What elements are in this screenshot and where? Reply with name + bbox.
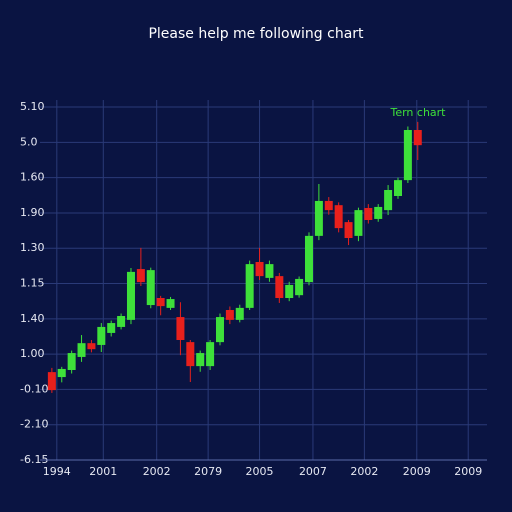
candle-body (206, 342, 215, 367)
x-tick-label: 2009 (403, 465, 431, 478)
y-tick-label: 1.90 (20, 206, 45, 219)
y-tick-label: 1.30 (20, 241, 45, 254)
candle-body (334, 205, 343, 229)
x-tick-label: 2001 (89, 465, 117, 478)
candle-body (295, 278, 304, 296)
candle-body (265, 264, 274, 278)
x-tick-label: 2002 (350, 465, 378, 478)
x-tick-label: 2005 (246, 465, 274, 478)
candle-body (47, 372, 56, 391)
y-tick-label: -0.10 (20, 382, 48, 395)
candle-body (364, 208, 373, 220)
chart-title: Please help me following chart (148, 26, 364, 42)
candle-body (176, 317, 185, 340)
y-tick-label: -6.15 (20, 453, 48, 466)
candle-body (413, 130, 422, 146)
candle-body (324, 200, 333, 211)
candle-body (215, 317, 224, 343)
candle-body (393, 180, 402, 196)
candle-body (225, 310, 234, 320)
candle-body (87, 343, 96, 350)
candle-body (245, 264, 254, 308)
candle-body (97, 326, 106, 345)
candle-body (136, 269, 145, 283)
candle-body (166, 299, 175, 308)
candle-body (57, 368, 66, 378)
candle-body (275, 276, 284, 298)
candle-body (77, 343, 86, 357)
candle-body (255, 262, 264, 277)
x-tick-label: 1994 (43, 465, 71, 478)
y-tick-label: 1.15 (20, 277, 45, 290)
annotation: Tern chart (389, 106, 446, 119)
candle-body (146, 270, 155, 306)
x-tick-label: 2007 (299, 465, 327, 478)
candle-body (314, 200, 323, 236)
candle-body (196, 353, 205, 367)
candle-body (374, 206, 383, 219)
x-tick-label: 2002 (143, 465, 171, 478)
candle-body (235, 307, 244, 320)
y-tick-label: -2.10 (20, 418, 48, 431)
candle-body (117, 316, 126, 327)
candle-body (107, 323, 116, 333)
x-tick-label: 2009 (454, 465, 482, 478)
candle-body (67, 353, 76, 370)
candle-body (384, 190, 393, 211)
y-tick-label: 1.00 (20, 347, 45, 360)
candle-body (186, 342, 195, 367)
y-tick-label: 5.0 (20, 135, 38, 148)
candle-body (304, 235, 313, 283)
candle-body (354, 210, 363, 236)
x-tick-label: 2079 (194, 465, 222, 478)
candle-body (126, 271, 135, 320)
candle-body (285, 284, 294, 298)
candle-body (156, 298, 165, 307)
candle-body (344, 222, 353, 238)
y-tick-label: 1.60 (20, 171, 45, 184)
y-tick-label: 5.10 (20, 100, 45, 113)
y-tick-label: 1.40 (20, 312, 45, 325)
candle-body (403, 130, 412, 181)
